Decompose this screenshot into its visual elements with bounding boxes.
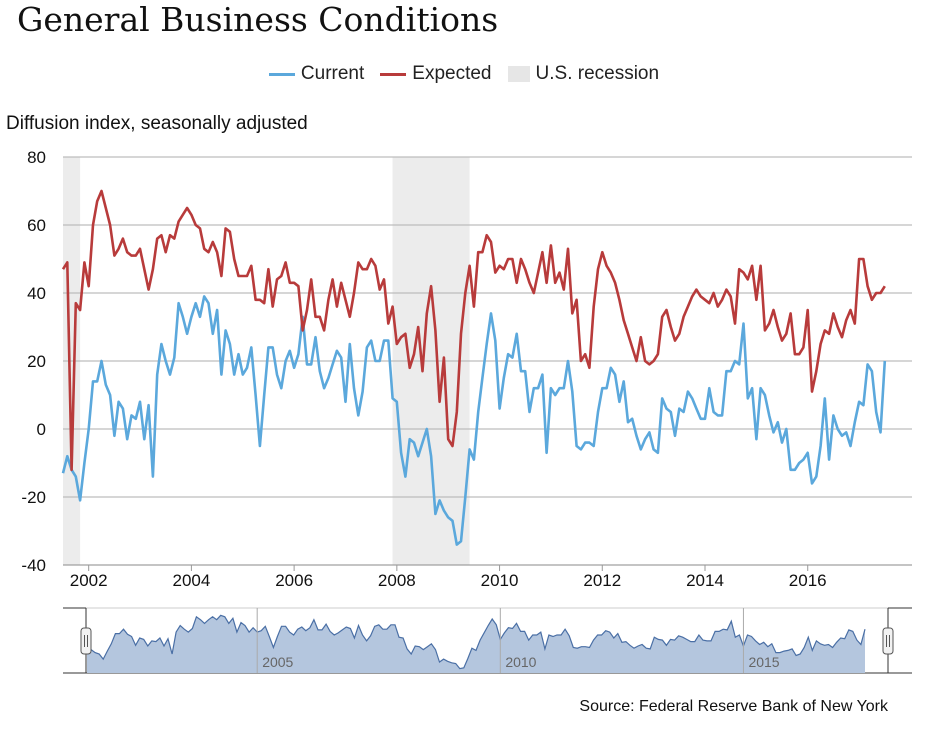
y-tick-label: 80 <box>27 148 46 167</box>
x-tick-label: 2010 <box>481 571 519 590</box>
recession-swatch <box>507 66 530 82</box>
x-tick-label: 2002 <box>70 571 108 590</box>
navigator-right-handle[interactable] <box>882 608 894 673</box>
y-tick-label: -20 <box>21 488 46 507</box>
source-note: Source: Federal Reserve Bank of New York <box>579 698 888 715</box>
current-swatch <box>268 72 295 76</box>
series-line-expected <box>61 189 886 472</box>
legend-item-expected[interactable]: Expected <box>380 63 492 85</box>
navigator-tick-label: 2005 <box>262 654 293 670</box>
navigator-left-handle[interactable] <box>80 608 92 673</box>
handle-grip <box>80 627 92 655</box>
x-tick-label: 2014 <box>686 571 724 590</box>
x-tick-label: 2006 <box>275 571 313 590</box>
handle-grip <box>882 627 894 655</box>
x-tick-label: 2008 <box>378 571 416 590</box>
legend-item-recession[interactable]: U.S. recession <box>507 63 660 85</box>
y-tick-label: 0 <box>37 420 46 439</box>
series-line-current <box>61 295 887 546</box>
expected-swatch <box>380 72 407 76</box>
y-axis-label: Diffusion index, seasonally adjusted <box>6 113 308 134</box>
navigator-tick-label: 2010 <box>505 654 536 670</box>
x-tick-label: 2012 <box>583 571 621 590</box>
navigator-line <box>86 614 866 670</box>
x-tick-label: 2016 <box>789 571 827 590</box>
navigator-area <box>87 615 865 673</box>
x-tick-label: 2004 <box>172 571 210 590</box>
y-tick-label: -40 <box>21 556 46 575</box>
chart-title: General Business Conditions <box>17 0 499 39</box>
legend-item-current[interactable]: Current <box>268 63 365 85</box>
legend-label: U.S. recession <box>535 63 660 84</box>
y-tick-label: 20 <box>27 352 46 371</box>
legend-label: Expected <box>412 63 492 84</box>
legend: Current Expected U.S. recession <box>0 63 928 85</box>
navigator-tick-label: 2015 <box>748 654 779 670</box>
legend-label: Current <box>300 63 365 84</box>
y-tick-label: 60 <box>27 216 46 235</box>
y-tick-label: 40 <box>27 284 46 303</box>
